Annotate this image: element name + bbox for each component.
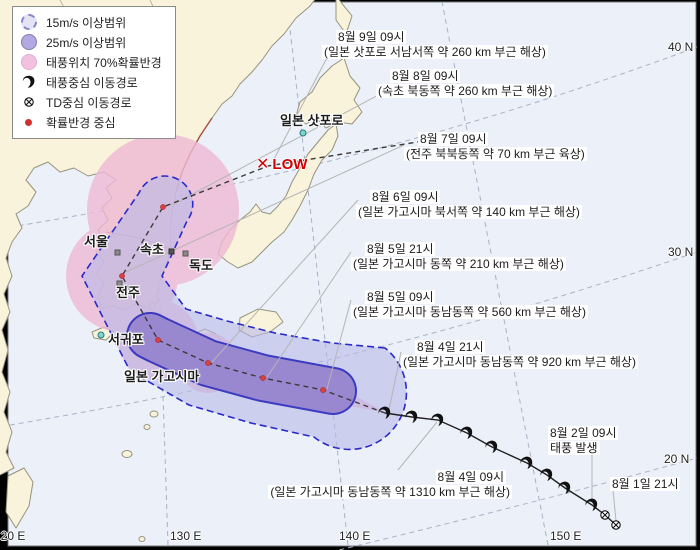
low-marker: ✕ LOW (256, 154, 307, 174)
city-markers (97, 129, 307, 339)
forecast-time: 8월 5일 21시 (365, 242, 436, 256)
probability-70-circle-icon (19, 53, 38, 71)
forecast-desc: (일본 삿포로 서남서쪽 약 260 km 부근 해상) (322, 45, 548, 59)
land-hokkaido (295, 57, 363, 129)
forecast-desc: (일본 가고시마 동남동쪽 약 560 km 부근 해상) (351, 305, 588, 319)
city-label-seoul: 서울 (84, 234, 108, 249)
land-honshu (217, 123, 339, 269)
forecast-label-aug2: 8월 2일 09시 태풍 발생 (548, 426, 619, 456)
forecast-label-aug9: 8월 9일 09시 (일본 삿포로 서남서쪽 약 260 km 부근 해상) (322, 30, 548, 60)
sapporo-marker (299, 129, 307, 137)
forecast-time: 8월 1일 21시 (610, 477, 681, 491)
city-label-dokdo: 독도 (189, 258, 213, 273)
city-label-sapporo: 일본 삿포로 (280, 113, 344, 128)
city-label-jeonju: 전주 (116, 285, 140, 300)
legend-label: 태풍위치 70%확률반경 (46, 55, 162, 70)
forecast-label-aug7: 8월 7일 09시 (전주 북북동쪽 약 70 km 부근 육상) (404, 132, 587, 162)
map-legend: 15m/s 이상범위 25m/s 이상범위 태풍위치 70%확률반경 태풍중심 … (12, 6, 176, 139)
forecast-label-aug5-21: 8월 5일 21시 (일본 가고시마 동쪽 약 210 km 부근 해상) (351, 242, 566, 272)
lat-label-30n: 30 N (668, 245, 694, 259)
legend-label: 확률반경 중심 (46, 115, 116, 130)
city-label-seogwipo: 서귀포 (108, 332, 144, 347)
sokcho-marker (168, 248, 175, 255)
probability-center-dot-icon (19, 113, 38, 131)
jeonju-marker (116, 280, 123, 287)
city-label-sokcho: 속초 (140, 242, 164, 257)
legend-item-25ms: 25m/s 이상범위 (19, 32, 169, 52)
forecast-track-line (121, 139, 431, 414)
lon-label-130e: 130 E (170, 529, 202, 543)
forecast-label-aug1: 8월 1일 21시 (610, 477, 681, 492)
td-center-icon (19, 93, 38, 111)
legend-item-70pct: 태풍위치 70%확률반경 (19, 52, 169, 72)
forecast-desc: 태풍 발생 (548, 441, 600, 455)
forecast-time: 8월 8일 09시 (390, 69, 461, 83)
forecast-time: 8월 7일 09시 (418, 132, 489, 146)
forecast-desc: (속초 북동쪽 약 260 km 부근 해상) (376, 84, 555, 98)
legend-item-typhoon-center: 태풍중심 이동경로 (19, 72, 169, 92)
forecast-label-aug8: 8월 8일 09시 (속초 북동쪽 약 260 km 부근 해상) (376, 69, 555, 99)
forecast-time: 8월 9일 09시 (336, 30, 407, 44)
legend-label: TD중심 이동경로 (46, 95, 132, 110)
past-track-line (384, 412, 617, 526)
seogwipo-marker (97, 331, 105, 339)
dokdo-marker (182, 250, 189, 257)
legend-label: 15m/s 이상범위 (46, 15, 127, 30)
lon-label-120e: 120 E (0, 529, 26, 543)
range-25ms-circle-icon (19, 33, 38, 51)
low-label: LOW (272, 156, 308, 173)
city-label-kagoshima: 일본 가고시마 (124, 369, 200, 384)
legend-label: 25m/s 이상범위 (46, 35, 127, 50)
forecast-label-aug6: 8월 6일 09시 (일본 가고시마 북서쪽 약 140 km 부근 해상) (356, 190, 582, 220)
lon-label-140e: 140 E (339, 529, 371, 543)
x-mark-icon: ✕ (256, 156, 270, 173)
range-15ms-circle-icon (19, 13, 38, 31)
forecast-time: 8월 4일 21시 (415, 340, 486, 354)
td-icon (611, 520, 621, 530)
forecast-label-aug4-21: 8월 4일 21시 (일본 가고시마 동남동쪽 약 920 km 부근 해상) (401, 340, 638, 370)
forecast-label-aug5-09: 8월 5일 09시 (일본 가고시마 동남동쪽 약 560 km 부근 해상) (351, 290, 588, 320)
forecast-time: 8월 4일 09시 (435, 470, 506, 484)
seoul-marker (114, 249, 121, 256)
forecast-time: 8월 2일 09시 (548, 426, 619, 440)
land-taiwan (5, 467, 34, 529)
forecast-center-dots (119, 204, 326, 393)
lon-label-150e: 150 E (550, 529, 582, 543)
legend-item-td-center: TD중심 이동경로 (19, 92, 169, 112)
lat-label-20n: 20 N (664, 452, 690, 466)
forecast-label-aug4-09: 8월 4일 09시 (일본 가고시마 동남동쪽 약 1310 km 부근 해상) (268, 470, 512, 500)
legend-item-15ms: 15m/s 이상범위 (19, 12, 169, 32)
forecast-desc: (일본 가고시마 북서쪽 약 140 km 부근 해상) (356, 205, 582, 219)
typhoon-center-icon (19, 73, 38, 91)
forecast-time: 8월 6일 09시 (370, 190, 441, 204)
lat-label-40n: 40 N (668, 40, 694, 54)
legend-item-prob-center: 확률반경 중심 (19, 112, 169, 132)
td-icon (600, 510, 610, 520)
forecast-desc: (일본 가고시마 동남동쪽 약 1310 km 부근 해상) (268, 485, 512, 499)
legend-label: 태풍중심 이동경로 (46, 75, 138, 90)
forecast-time: 8월 5일 09시 (365, 290, 436, 304)
forecast-desc: (일본 가고시마 동쪽 약 210 km 부근 해상) (351, 257, 566, 271)
forecast-desc: (전주 북북동쪽 약 70 km 부근 육상) (404, 147, 587, 161)
forecast-desc: (일본 가고시마 동남동쪽 약 920 km 부근 해상) (401, 355, 638, 369)
